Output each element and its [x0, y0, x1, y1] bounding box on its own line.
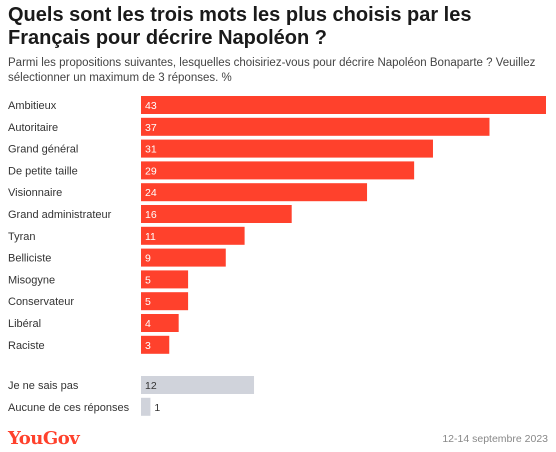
- value-label-de-petite-taille: 29: [145, 165, 157, 177]
- value-label-grand-administrateur: 16: [145, 209, 157, 221]
- bar-grand-administrateur: [141, 205, 292, 223]
- category-label-belliciste: Belliciste: [8, 253, 51, 265]
- bar-visionnaire: [141, 183, 368, 202]
- bar-ambitieux: [141, 96, 546, 114]
- category-label-visionnaire: Visionnaire: [8, 187, 62, 199]
- bar-autoritaire: [141, 117, 490, 136]
- bar-grand-general: [141, 139, 433, 158]
- category-label-other-je-ne-sais-pas: Je ne sais pas: [8, 380, 79, 392]
- chart-subtitle: Parmi les propositions suivantes, lesque…: [8, 57, 536, 84]
- bar-misogyne: [141, 270, 189, 289]
- bar-tyran: [141, 226, 245, 245]
- category-label-other-aucune-de-ces-reponses: Aucune de ces réponses: [8, 402, 130, 414]
- value-label-misogyne: 5: [145, 274, 151, 286]
- bar-belliciste: [141, 248, 226, 267]
- value-label-liberal: 4: [145, 318, 151, 330]
- value-label-visionnaire: 24: [145, 187, 157, 199]
- category-label-tyran: Tyran: [8, 231, 36, 243]
- survey-date: 12-14 septembre 2023: [442, 433, 548, 445]
- bar-de-petite-taille: [141, 161, 415, 180]
- value-label-belliciste: 9: [145, 253, 151, 265]
- value-label-autoritaire: 37: [145, 122, 157, 134]
- chart-title: Quels sont les trois mots les plus chois…: [8, 4, 472, 49]
- bar-conservateur: [141, 292, 189, 311]
- bar-liberal: [141, 314, 179, 332]
- bar-other-aucune-de-ces-reponses: [141, 397, 151, 416]
- value-label-other-aucune-de-ces-reponses: 1: [154, 402, 160, 414]
- value-label-conservateur: 5: [145, 296, 151, 308]
- bar-other-je-ne-sais-pas: [141, 376, 255, 394]
- category-label-raciste: Raciste: [8, 340, 45, 352]
- category-label-conservateur: Conservateur: [8, 296, 74, 308]
- value-label-grand-general: 31: [145, 144, 157, 156]
- value-label-raciste: 3: [145, 340, 151, 352]
- category-label-autoritaire: Autoritaire: [8, 122, 58, 134]
- category-label-liberal: Libéral: [8, 318, 41, 330]
- value-label-tyran: 11: [145, 231, 156, 243]
- value-label-ambitieux: 43: [145, 100, 157, 112]
- category-label-ambitieux: Ambitieux: [8, 100, 57, 112]
- category-label-grand-general: Grand général: [8, 144, 78, 156]
- bar-raciste: [141, 335, 170, 354]
- category-label-de-petite-taille: De petite taille: [8, 165, 78, 177]
- value-label-other-je-ne-sais-pas: 12: [145, 380, 157, 392]
- category-label-misogyne: Misogyne: [8, 274, 55, 286]
- category-label-grand-administrateur: Grand administrateur: [8, 209, 112, 221]
- yougov-logo: YouGov: [8, 428, 80, 449]
